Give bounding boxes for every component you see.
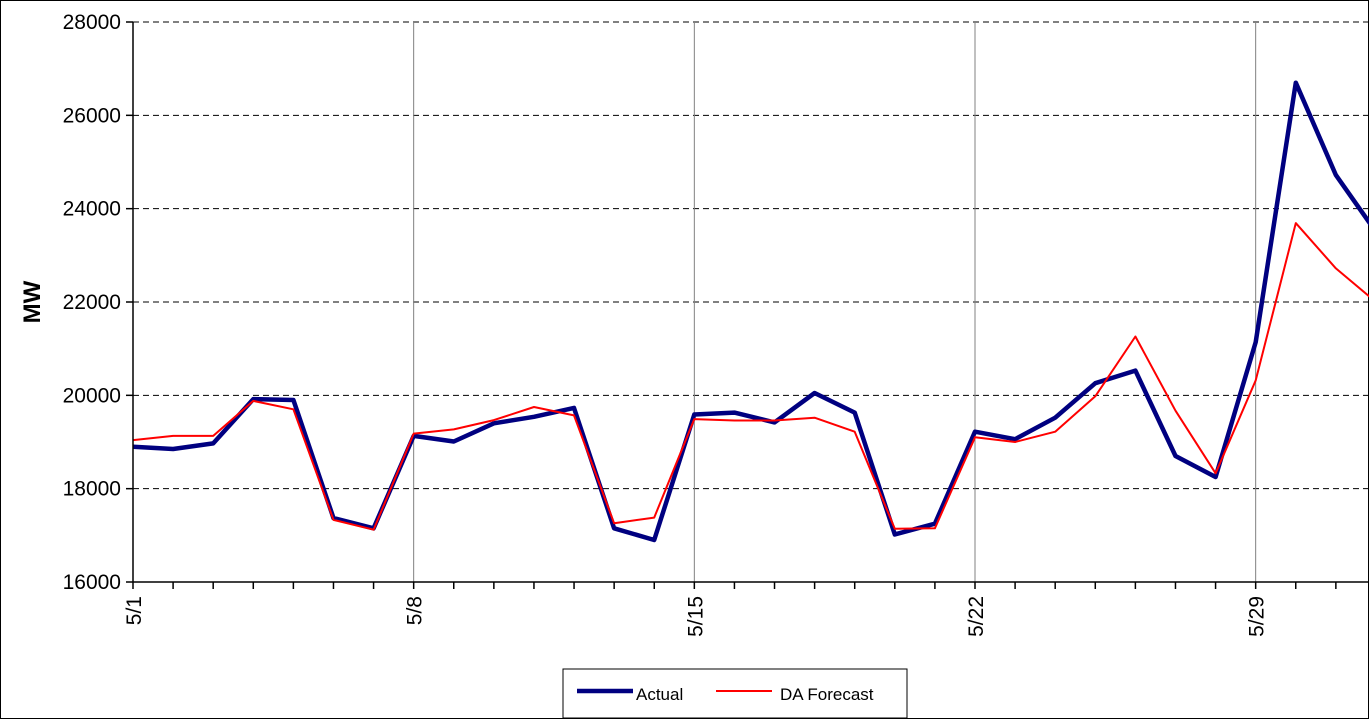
y-tick-label: 16000 [63,571,121,594]
y-tick-label: 22000 [63,291,121,314]
tick-labels: 16000 18000 20000 22000 24000 26000 28000 5/1 5/… [63,11,1269,637]
legend-label-0: Actual [636,685,683,704]
y-tick-label: 26000 [63,104,121,127]
x-tick-label: 5/22 [965,596,988,637]
axes [126,21,1369,589]
series-layer [133,80,1369,543]
x-tick-label: 5/29 [1246,596,1269,637]
x-tick-label: 5/1 [123,596,146,625]
x-tick-label: 5/15 [684,596,707,637]
y-axis-title: MW [19,280,46,323]
legend-box [562,668,908,719]
legend-label-1: DA Forecast [780,685,874,704]
y-tick-label: 24000 [63,198,121,221]
y-tick-label: 18000 [63,478,121,501]
y-tick-label: 20000 [63,384,121,407]
y-tick-label: 28000 [63,11,121,34]
legend: Actual DA Forecast [562,668,908,719]
x-tick-label: 5/8 [404,596,427,625]
series-line-1 [133,222,1369,531]
series-line-0 [133,80,1369,543]
grid-lines [133,21,1369,582]
